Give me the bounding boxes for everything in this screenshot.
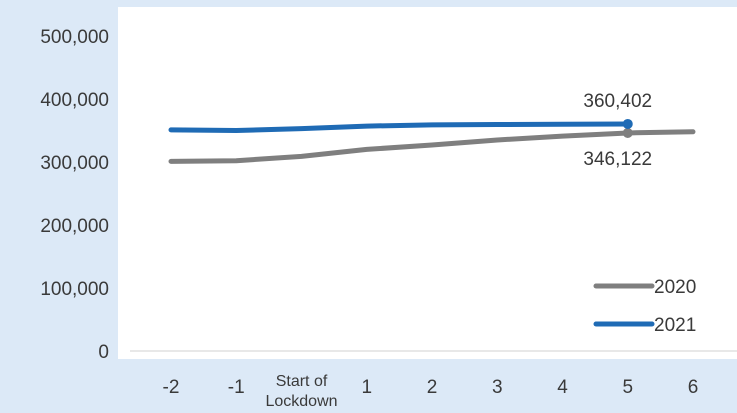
x-tick-label: 5 xyxy=(622,377,633,398)
y-axis: 0 100,000 200,000 300,000 400,000 500,000 xyxy=(40,27,109,363)
x-tick-label: 1 xyxy=(361,377,372,398)
y-tick-label: 100,000 xyxy=(40,279,109,300)
y-tick-label: 200,000 xyxy=(40,216,109,237)
x-axis: -2 -1 Start of Lockdown 1 2 3 4 5 6 xyxy=(130,350,737,410)
data-point-2021 xyxy=(622,118,633,129)
legend-label-2021: 2021 xyxy=(654,315,696,336)
y-tick-label: 300,000 xyxy=(40,153,109,174)
series-layer: 346,122 360,402 xyxy=(168,91,696,170)
legend: 2020 2021 xyxy=(593,277,696,336)
y-tick-label: 0 xyxy=(98,342,109,363)
data-label-2021: 360,402 xyxy=(583,91,652,112)
series-line-2020 xyxy=(168,129,696,164)
x-tick-label: Start of Lockdown xyxy=(265,373,337,410)
x-tick-label: 2 xyxy=(427,377,438,398)
y-tick-label: 500,000 xyxy=(40,27,109,48)
plot-area xyxy=(118,7,737,359)
x-tick-label: -1 xyxy=(228,377,245,398)
x-tick-label: 6 xyxy=(688,377,699,398)
data-label-2020: 346,122 xyxy=(583,149,652,170)
y-tick-label: 400,000 xyxy=(40,90,109,111)
x-tick-label: -2 xyxy=(163,377,180,398)
legend-label-2020: 2020 xyxy=(654,277,696,298)
x-tick-label: 4 xyxy=(557,377,568,398)
data-point-2020 xyxy=(622,127,633,138)
x-tick-label: 3 xyxy=(492,377,503,398)
series-line-2021 xyxy=(168,121,631,133)
